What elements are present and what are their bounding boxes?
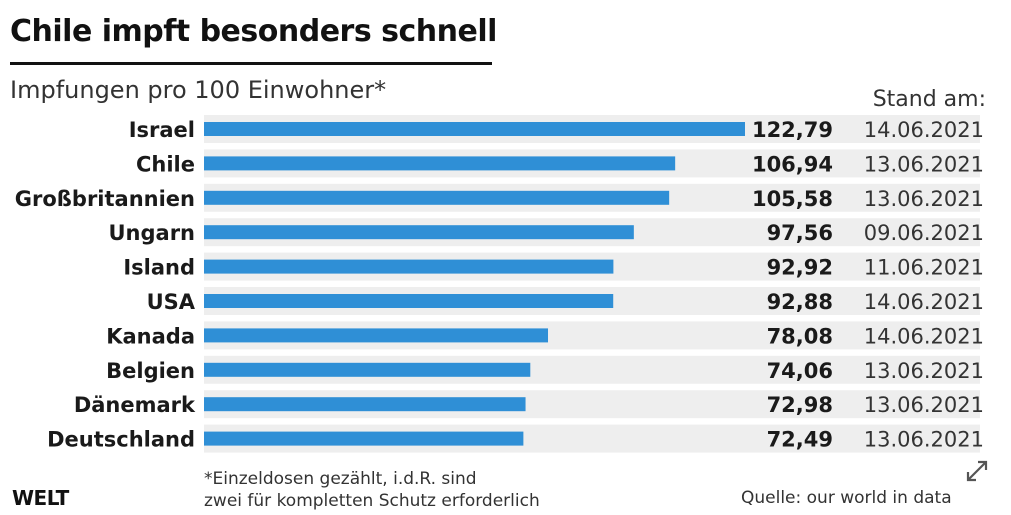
date-label: 14.06.2021 xyxy=(864,118,984,142)
title-underline xyxy=(10,62,492,65)
value-label: 78,08 xyxy=(767,324,833,348)
date-label: 13.06.2021 xyxy=(864,393,984,417)
value-label: 74,06 xyxy=(767,359,833,383)
value-label: 105,58 xyxy=(752,187,833,211)
bar-chile xyxy=(204,156,676,171)
bar-israel xyxy=(204,122,745,136)
bar-kanada xyxy=(204,328,549,343)
value-label: 72,98 xyxy=(767,393,833,417)
bar-usa xyxy=(204,294,614,308)
brand-logo: WELT xyxy=(12,486,69,510)
category-label: Ungarn xyxy=(108,221,195,245)
value-label: 106,94 xyxy=(752,152,833,176)
chart-subtitle: Impfungen pro 100 Einwohner* xyxy=(10,76,387,104)
date-label: 13.06.2021 xyxy=(864,187,984,211)
category-label: Island xyxy=(123,256,195,280)
source-note: Quelle: our world in data xyxy=(741,488,952,508)
value-label: 122,79 xyxy=(752,118,833,142)
bar-belgien xyxy=(204,362,531,377)
bar-ungarn xyxy=(204,225,634,240)
footnote-line-1: *Einzeldosen gezählt, i.d.R. sind xyxy=(204,469,477,489)
value-label: 92,88 xyxy=(767,290,833,314)
value-label: 72,49 xyxy=(767,428,833,452)
date-label: 13.06.2021 xyxy=(864,152,984,176)
date-label: 13.06.2021 xyxy=(864,359,984,383)
value-label: 97,56 xyxy=(767,221,833,245)
bar-deutschland xyxy=(204,431,524,446)
date-label: 09.06.2021 xyxy=(864,221,984,245)
category-label: Dänemark xyxy=(74,393,196,417)
category-label: USA xyxy=(147,290,196,314)
footnote-line-2: zwei für kompletten Schutz erforderlich xyxy=(204,491,540,511)
category-label: Großbritannien xyxy=(15,187,195,211)
footnote: *Einzeldosen gezählt, i.d.R. sind zwei f… xyxy=(204,468,540,512)
value-label: 92,92 xyxy=(767,256,833,280)
category-label: Israel xyxy=(129,118,195,142)
category-label: Kanada xyxy=(106,324,195,348)
date-label: 11.06.2021 xyxy=(864,256,984,280)
date-label: 14.06.2021 xyxy=(864,290,984,314)
category-label: Deutschland xyxy=(47,428,195,452)
bar-dänemark xyxy=(204,397,526,412)
date-label: 14.06.2021 xyxy=(864,324,984,348)
category-label: Belgien xyxy=(106,359,195,383)
date-column-header: Stand am: xyxy=(872,87,986,112)
category-label: Chile xyxy=(136,152,195,176)
chart-title: Chile impft besonders schnell xyxy=(10,14,497,49)
bar-island xyxy=(204,259,614,274)
bar-großbritannien xyxy=(204,190,670,205)
date-label: 13.06.2021 xyxy=(864,428,984,452)
expand-icon[interactable] xyxy=(962,456,992,486)
